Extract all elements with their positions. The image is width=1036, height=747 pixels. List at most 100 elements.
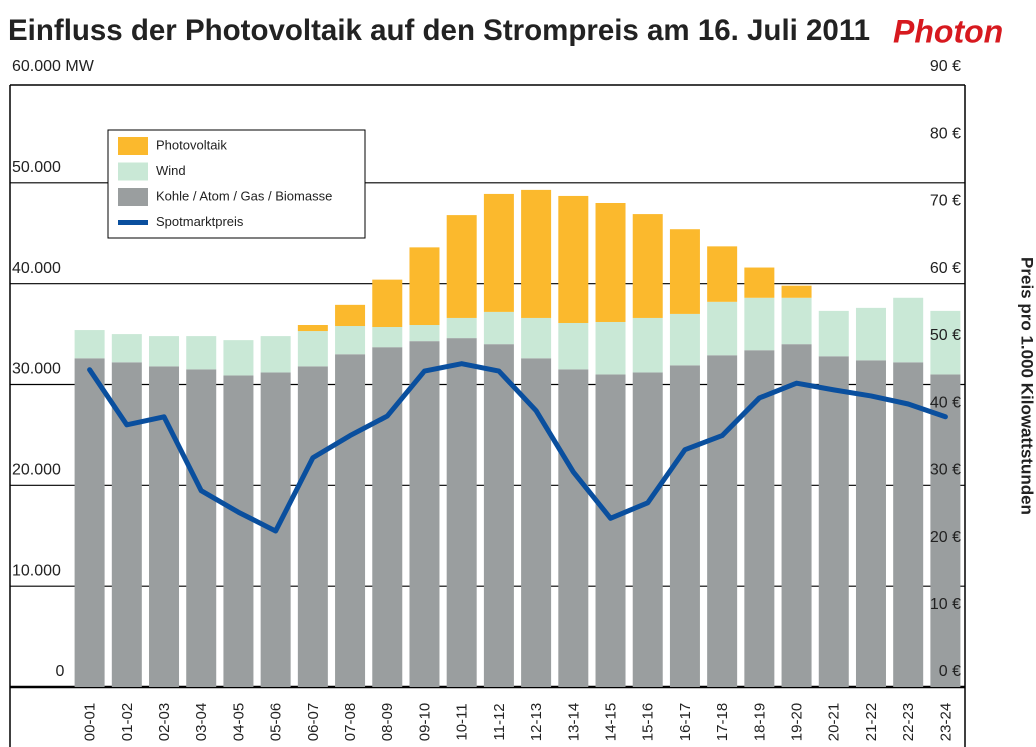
bar-segment [930, 310, 961, 375]
bar-segment [818, 310, 849, 357]
y2-tick-label: 30 € [930, 462, 961, 479]
legend-swatch [118, 137, 148, 155]
bar-segment [446, 317, 477, 339]
bar-segment [111, 362, 142, 687]
bar-segment [372, 327, 403, 348]
x-tick-label: 15-16 [640, 703, 657, 741]
bar-segment [409, 247, 440, 326]
bar-segment [372, 279, 403, 328]
x-tick-label: 21-22 [863, 703, 880, 741]
bar-segment [855, 307, 886, 361]
bar-segment [297, 325, 328, 332]
lines [87, 361, 948, 534]
bar-segment [409, 341, 440, 687]
y2-tick-label: 80 € [930, 125, 961, 142]
legend-label: Spotmarktpreis [156, 214, 244, 229]
y2-tick-label: 50 € [930, 327, 961, 344]
bar-segment [111, 334, 142, 363]
legend-label: Photovoltaik [156, 137, 227, 152]
bar-segment [781, 285, 812, 298]
x-tick-label: 08-09 [379, 703, 396, 741]
x-tick-label: 06-07 [305, 703, 322, 741]
bar-segment [186, 369, 217, 687]
y2-tick-label: 40 € [930, 394, 961, 411]
x-tick-label: 00-01 [82, 703, 99, 741]
x-tick-label: 02-03 [156, 703, 173, 741]
x-tick-label: 18-19 [751, 703, 768, 741]
bar-segment [595, 203, 626, 322]
x-tick-label: 17-18 [714, 703, 731, 741]
x-tick-label: 05-06 [268, 703, 285, 741]
bar-segment [335, 354, 366, 687]
x-tick-label: 20-21 [826, 703, 843, 741]
brand: Photon [893, 13, 1003, 49]
y-tick-label: 0 [56, 663, 65, 680]
bar-segment [781, 297, 812, 345]
legend-swatch [118, 162, 148, 181]
bar-segment [483, 311, 514, 345]
y2-tick-label: 10 € [930, 596, 961, 613]
bar-segment [260, 336, 291, 373]
bar-segment [74, 330, 105, 359]
bar-segment [632, 317, 663, 373]
bar-segment [930, 374, 961, 687]
bar-segment [446, 338, 477, 687]
legend-box [107, 129, 366, 239]
bar-segment [446, 215, 477, 318]
x-tick-label: 10-11 [454, 703, 471, 740]
bar-segment [744, 267, 775, 298]
x-tick-label: 14-15 [602, 703, 619, 741]
bar-segment [632, 214, 663, 318]
x-tick-label: 04-05 [230, 703, 247, 741]
y-tick-label: 10.000 [12, 562, 61, 579]
bar-segment [558, 322, 589, 370]
bar-segment [74, 358, 105, 687]
bar-segment [595, 374, 626, 687]
bar-segment [669, 313, 700, 366]
bar-segment [558, 195, 589, 323]
bar-segment [483, 344, 514, 687]
bar-segment [632, 372, 663, 687]
bar-segment [707, 301, 738, 356]
bar-segment [707, 246, 738, 302]
y2-tick-label: 90 € [930, 58, 961, 75]
bar-segment [372, 347, 403, 687]
bar-segment [409, 325, 440, 342]
bar-segment [297, 366, 328, 687]
y2-tick-label: 20 € [930, 529, 961, 546]
price-line [87, 361, 948, 534]
y2-tick-label: 70 € [930, 193, 961, 210]
x-tick-label: 09-10 [416, 703, 433, 741]
bar-segment [483, 193, 514, 312]
x-tick-label: 23-24 [937, 703, 954, 741]
bar-segment [186, 336, 217, 370]
y-tick-label: 60.000 MW [12, 58, 95, 75]
bar-segment [558, 369, 589, 687]
bar-segment [707, 355, 738, 687]
bar-segment [521, 317, 552, 359]
x-tick-label: 01-02 [119, 703, 136, 741]
chart-title: Einfluss der Photovoltaik auf den Stromp… [8, 14, 870, 47]
x-tick-label: 16-17 [677, 703, 694, 741]
bar-segment [744, 297, 775, 351]
y2-tick-label: 0 € [939, 663, 961, 680]
bar-segment [521, 189, 552, 318]
x-tick-label: 07-08 [342, 703, 359, 741]
legend-swatch [118, 188, 148, 206]
bar-segment [669, 365, 700, 687]
y-tick-label: 50.000 [12, 159, 61, 176]
x-tick-label: 12-13 [528, 703, 545, 741]
bar-segment [223, 340, 254, 376]
y2-axis-label: Preis pro 1.000 Kilowattstunden [1018, 257, 1036, 515]
y-tick-label: 20.000 [12, 462, 61, 479]
bar-segment [223, 375, 254, 687]
x-tick-label: 13-14 [565, 703, 582, 741]
y-tick-label: 40.000 [12, 260, 61, 277]
legend: Photovoltaik Wind Kohle / Atom / Gas / Bio… [107, 129, 366, 239]
bar-segment [297, 331, 328, 367]
bar-segment [855, 360, 886, 687]
bar-segment [595, 321, 626, 375]
x-tick-label: 22-23 [900, 703, 917, 741]
x-tick-label: 19-20 [789, 703, 806, 741]
